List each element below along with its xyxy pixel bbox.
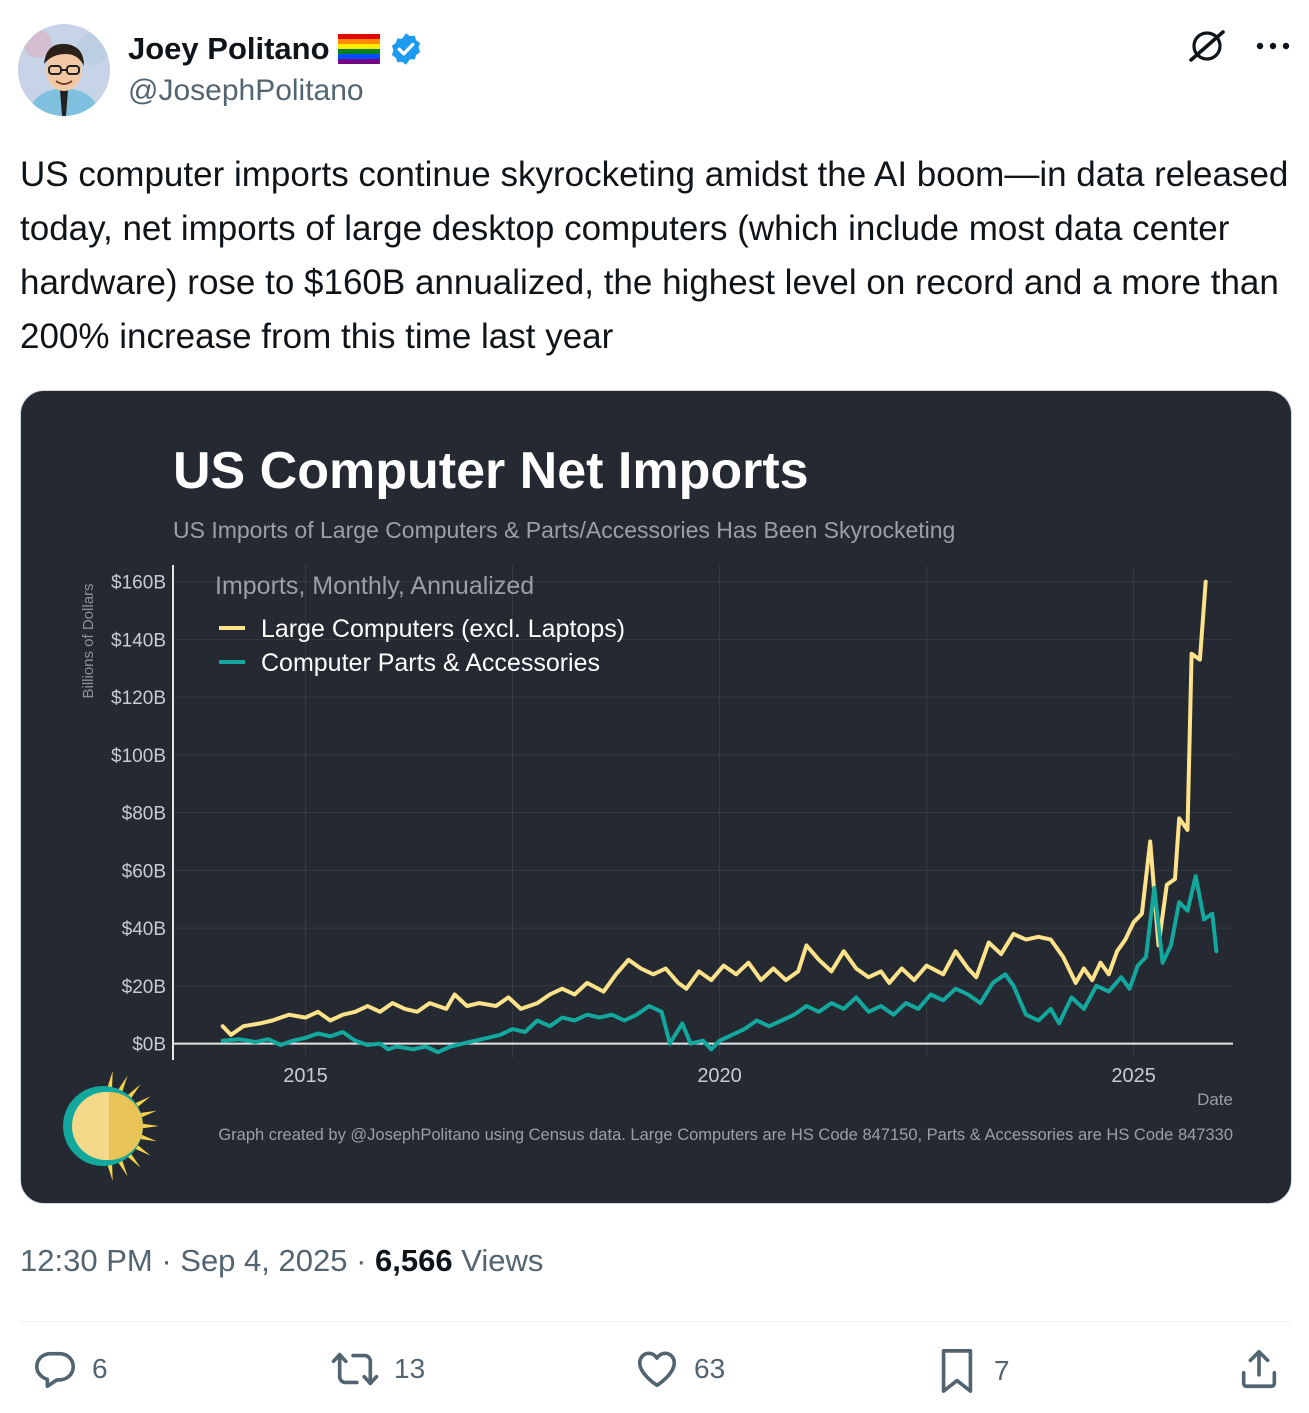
bookmark-button[interactable]: 7 <box>934 1346 1010 1396</box>
y-tick-label: $160B <box>111 573 166 594</box>
like-button[interactable]: 63 <box>634 1346 725 1392</box>
y-tick-label: $140B <box>111 630 166 651</box>
display-name[interactable]: Joey Politano <box>128 31 330 66</box>
y-tick-label: $0B <box>132 1035 166 1056</box>
legend-item-parts: Computer Parts & Accessories <box>219 649 600 677</box>
repost-count: 13 <box>394 1353 426 1384</box>
more-icon[interactable] <box>1255 40 1291 52</box>
author-name-row[interactable]: Joey Politano <box>128 28 424 70</box>
meta-separator: · <box>152 1243 181 1278</box>
views-label: Views <box>452 1243 544 1278</box>
chart-caption: Graph created by @JosephPolitano using C… <box>218 1126 1233 1144</box>
tweet-time[interactable]: 12:30 PM <box>20 1243 153 1278</box>
legend-label-large-computers: Large Computers (excl. Laptops) <box>261 615 625 643</box>
avatar[interactable] <box>18 24 110 116</box>
tweet-meta: 12:30 PM · Sep 4, 2025 · 6,566 Views <box>20 1243 543 1279</box>
author-handle[interactable]: @JosephPolitano <box>128 74 364 107</box>
chart-grid <box>173 565 1233 1058</box>
x-axis: 2015 2020 2025 <box>283 1065 1156 1087</box>
tweet-header-actions <box>1187 26 1291 66</box>
x-tick-label: 2025 <box>1111 1065 1156 1087</box>
verified-icon[interactable] <box>388 31 424 67</box>
avatar-image <box>18 24 110 116</box>
series-line-large-computers <box>220 579 1208 1037</box>
y-tick-label: $40B <box>122 919 166 940</box>
x-tick-label: 2015 <box>283 1065 328 1087</box>
tweet-text: US computer imports continue skyrocketin… <box>20 155 1289 356</box>
chart-series <box>220 579 1219 1055</box>
y-tick-label: $20B <box>122 977 166 998</box>
repost-button[interactable]: 13 <box>330 1346 425 1392</box>
reply-count: 6 <box>92 1353 108 1384</box>
y-axis-label: Billions of Dollars <box>80 583 97 698</box>
legend-title: Imports, Monthly, Annualized <box>215 572 534 600</box>
share-icon <box>1241 1349 1277 1389</box>
y-tick-label: $100B <box>111 746 166 767</box>
y-axis: $0B $20B $40B $60B $80B $100B $120B $140B $160B <box>111 565 174 1060</box>
reply-button[interactable]: 6 <box>32 1346 108 1392</box>
like-count: 63 <box>694 1353 726 1384</box>
sun-logo-icon <box>63 1070 159 1182</box>
chart: US Computer Net Imports US Imports of La… <box>63 442 1233 1182</box>
legend-label-parts: Computer Parts & Accessories <box>261 649 600 677</box>
legend-item-large-computers: Large Computers (excl. Laptops) <box>219 615 625 643</box>
y-tick-label: $80B <box>122 804 166 825</box>
rainbow-flag-icon <box>337 34 380 64</box>
y-tick-label: $60B <box>122 861 166 882</box>
share-button[interactable] <box>1236 1346 1282 1392</box>
chart-subtitle: US Imports of Large Computers & Parts/Ac… <box>173 517 955 543</box>
like-icon <box>637 1351 677 1388</box>
reply-icon <box>34 1351 76 1389</box>
views-count: 6,566 <box>375 1243 453 1278</box>
tweet-actions: 6 13 63 7 <box>20 1346 1290 1406</box>
tweet-media-chart[interactable]: US Computer Net Imports US Imports of La… <box>20 390 1292 1204</box>
grok-icon[interactable] <box>1187 26 1227 66</box>
repost-icon <box>331 1352 379 1386</box>
x-axis-label: Date <box>1197 1090 1233 1109</box>
tweet-date[interactable]: Sep 4, 2025 <box>180 1243 348 1278</box>
divider <box>20 1321 1291 1322</box>
chart-title: US Computer Net Imports <box>173 442 809 500</box>
meta-separator: · <box>347 1243 376 1278</box>
series-line-parts <box>220 874 1219 1055</box>
x-tick-label: 2020 <box>697 1065 742 1087</box>
y-tick-label: $120B <box>111 688 166 709</box>
bookmark-count: 7 <box>994 1355 1010 1386</box>
bookmark-icon <box>941 1349 973 1393</box>
